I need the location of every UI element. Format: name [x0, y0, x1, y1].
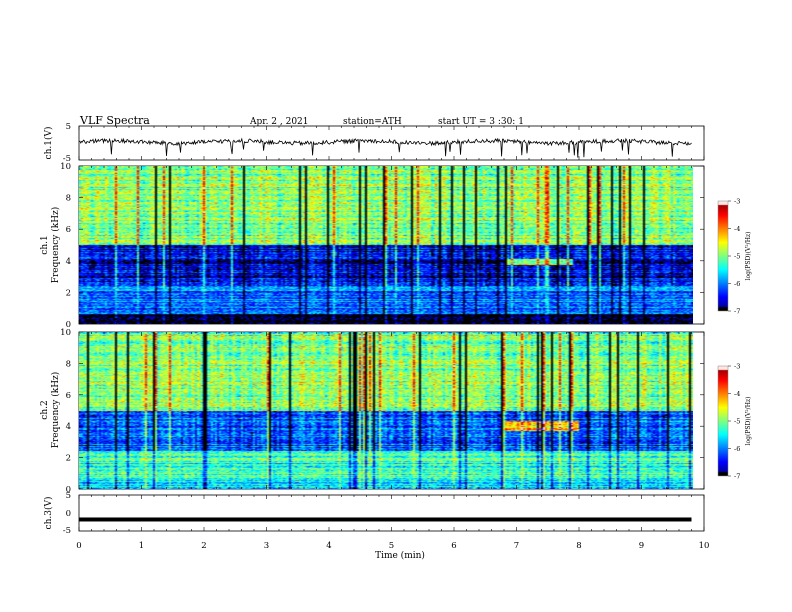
ch1-ytick-top: 5	[66, 122, 71, 132]
ch2-colorbar-gradient	[718, 366, 728, 476]
ch3-ytick-mid: 0	[66, 509, 71, 519]
frequency-tick-label: 10	[60, 328, 71, 338]
colorbar-tick-label: -3	[734, 198, 740, 206]
frequency-tick-label: 10	[60, 162, 71, 172]
ch3-voltage-ticks	[78, 495, 705, 531]
frequency-tick-label: 0	[66, 485, 71, 495]
frequency-tick-label: 2	[66, 454, 71, 464]
frequency-tick-label: 4	[66, 257, 71, 267]
ch3-ytick-bottom: -5	[63, 526, 71, 536]
time-tick-label: 2	[201, 541, 206, 551]
ch2-channel-label: ch.2	[40, 400, 50, 419]
time-tick-label: 6	[451, 541, 456, 551]
ch1-channel-label: ch.1	[40, 235, 50, 254]
ch3-voltage-frame	[78, 494, 705, 532]
time-tick-label: 8	[576, 541, 581, 551]
ch2-colorbar-label: log(PSD)(V²/Hz)	[745, 397, 752, 446]
ch1-ytick-bottom: -5	[63, 154, 71, 164]
frequency-tick-label: 8	[66, 359, 71, 369]
ch3-ytick-top: 5	[66, 491, 71, 501]
ch1-voltage-frame	[78, 125, 705, 161]
ch3-voltage-ylabel: ch.3(V)	[43, 497, 54, 530]
time-tick-label: 3	[264, 541, 269, 551]
time-tick-label: 9	[639, 541, 644, 551]
start-time-label: start UT = 3 :30: 1	[438, 117, 524, 127]
ch2-spectrogram-panel: 0 2 4 6 8 10 ch.2 Frequency (kHz) -3 -4 -5 -6 -7 …	[40, 328, 752, 495]
station-label: station=ATH	[343, 117, 402, 127]
time-axis-label: Time (min)	[375, 550, 425, 561]
ch2-colorbar-ticks: -3 -4 -5 -6 -7	[728, 363, 740, 481]
time-tick-label: 5	[389, 541, 394, 551]
figure-title: VLF Spectra	[79, 114, 150, 127]
ch1-voltage-panel: 5 -5 ch.1(V)	[43, 122, 705, 164]
colorbar-tick-label: -6	[734, 280, 740, 288]
ch3-voltage-trace	[79, 517, 692, 522]
colorbar-tick-label: -5	[734, 418, 740, 426]
time-tick-label: 1	[139, 541, 144, 551]
colorbar-tick-label: -4	[734, 390, 740, 398]
ch1-colorbar: -3 -4 -5 -6 -7 log(PSD)(V²/Hz)	[717, 198, 752, 316]
ch1-colorbar-gradient	[718, 201, 728, 311]
time-tick-label: 0	[76, 541, 81, 551]
colorbar-tick-label: -7	[734, 473, 740, 481]
ch1-voltage-ylabel: ch.1(V)	[43, 127, 54, 160]
ch1-voltage-trace	[78, 137, 692, 158]
colorbar-tick-label: -7	[734, 308, 740, 316]
ch3-voltage-panel: 5 0 -5 ch.3(V) 0 1 2 3 4 5 6 7 8 9 10 Time (min)	[43, 491, 709, 561]
ch1-spectrogram-ticks	[78, 166, 705, 324]
ch2-spectrogram-yticks: 0 2 4 6 8 10	[60, 328, 704, 495]
time-tick-label: 10	[699, 541, 710, 551]
ch2-frequency-ylabel: Frequency (kHz)	[50, 372, 61, 449]
ch2-colorbar: -3 -4 -5 -6 -7 log(PSD)(V²/Hz)	[717, 363, 752, 481]
ch1-spectrogram-panel: 0 2 4 6 8 10 ch.1 Frequency (kHz) -3 -4 -5 -6 -7 …	[40, 162, 752, 330]
ch1-frequency-ylabel: Frequency (kHz)	[50, 207, 61, 284]
ch1-spectrogram-yticks: 0 2 4 6 8 10	[60, 162, 704, 330]
ch1-spectrogram-heatmap	[79, 166, 693, 324]
ch1-colorbar-label: log(PSD)(V²/Hz)	[745, 232, 752, 281]
frequency-tick-label: 6	[66, 225, 71, 235]
ch1-colorbar-ticks: -3 -4 -5 -6 -7	[728, 198, 740, 316]
ch2-spectrogram-ticks	[78, 332, 705, 489]
colorbar-tick-label: -5	[734, 253, 740, 261]
colorbar-tick-label: -3	[734, 363, 740, 371]
time-axis-tick-labels: 0 1 2 3 4 5 6 7 8 9 10	[76, 541, 709, 551]
time-tick-label: 7	[514, 541, 519, 551]
ch2-spectrogram-heatmap	[79, 332, 693, 489]
colorbar-tick-label: -4	[734, 225, 740, 233]
frequency-tick-label: 0	[66, 320, 71, 330]
frequency-tick-label: 8	[66, 194, 71, 204]
frequency-tick-label: 4	[66, 422, 71, 432]
date-label: Apr. 2 , 2021	[249, 117, 309, 127]
colorbar-tick-label: -6	[734, 445, 740, 453]
frequency-tick-label: 2	[66, 288, 71, 298]
ch1-voltage-ticks	[78, 126, 705, 160]
frequency-tick-label: 6	[66, 391, 71, 401]
time-tick-label: 4	[326, 541, 331, 551]
